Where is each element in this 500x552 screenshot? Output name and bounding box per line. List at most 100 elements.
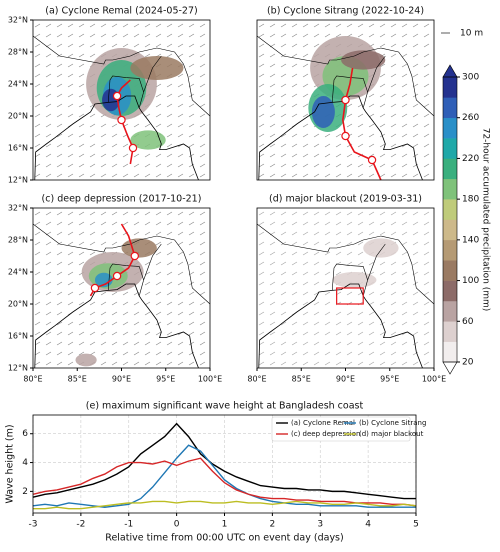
x-tick-label: 1 <box>222 520 228 530</box>
colorbar-tick-label: 180 <box>462 195 479 205</box>
colorbar-segment <box>443 219 457 241</box>
colorbar-segment <box>443 341 457 363</box>
map-frame <box>256 19 435 181</box>
map-panel: (b) Cyclone Sitrang (2022-10-24) <box>257 6 434 181</box>
y-tick-label: 2 <box>22 487 28 497</box>
colorbar-segment <box>443 97 457 119</box>
precipitation <box>332 272 377 288</box>
colorbar-segment <box>443 178 457 200</box>
map-panel: (d) major blackout (2019-03-31) 80°E 85°E 9… <box>247 194 446 384</box>
map-y-tick-label: 16°N <box>8 332 28 341</box>
x-tick-label: 5 <box>413 520 419 530</box>
map-title: (a) Cyclone Remal (2024-05-27) <box>45 6 197 17</box>
map-x-tick-label: 85°E <box>68 375 87 384</box>
map-title: (c) deep depression (2017-10-21) <box>42 194 202 205</box>
precipitation <box>130 56 184 80</box>
track-point <box>130 251 139 261</box>
y-axis-label: Wave height (m) <box>5 424 16 503</box>
track-point <box>117 115 126 125</box>
map-panel: (a) Cyclone Remal (2024-05-27) 12°N 16°N 20… <box>8 6 210 185</box>
legend-label: (b) Cyclone Sitrang <box>359 419 426 427</box>
map-x-tick-label: 100°E <box>198 375 222 384</box>
data-line <box>32 422 416 500</box>
map-x-tick-label: 95°E <box>380 375 399 384</box>
colorbar-segment <box>443 300 457 322</box>
map-content <box>33 208 210 368</box>
map-y-tick-label: 32°N <box>8 16 28 25</box>
x-tick-label: -3 <box>29 520 38 530</box>
legend-label: (d) major blackout <box>359 430 424 438</box>
map-y-tick-label: 32°N <box>8 204 28 213</box>
colorbar-segment <box>443 321 457 342</box>
colorbar-extend-max <box>442 64 458 78</box>
map-y-tick-label: 28°N <box>8 48 28 57</box>
x-tick-label: -1 <box>124 520 133 530</box>
map-y-tick-label: 24°N <box>8 80 28 89</box>
data-line <box>33 500 417 510</box>
track-point <box>128 143 138 153</box>
colorbar-tick-label: 300 <box>462 73 479 83</box>
precipitation <box>311 96 335 128</box>
colorbar-tick-label: 20 <box>462 358 474 368</box>
colorbar-tick-label: 140 <box>462 235 479 245</box>
map-x-tick-label: 85°E <box>292 375 311 384</box>
map-title: (d) major blackout (2019-03-31) <box>269 194 422 205</box>
legend-label: (c) deep depression <box>291 430 360 438</box>
colorbar-tick-label: 100 <box>462 276 479 286</box>
map-x-tick-label: 100°E <box>422 375 446 384</box>
plot-frame <box>32 414 417 514</box>
map-y-tick-label: 12°N <box>8 176 28 185</box>
map-x-tick-label: 95°E <box>156 375 175 384</box>
legend-box <box>271 416 411 442</box>
colorbar-extend-min <box>442 361 458 375</box>
map-y-tick-label: 24°N <box>8 268 28 277</box>
track-point <box>112 91 122 101</box>
track-point <box>112 271 122 281</box>
line-chart: 2 4 6 -3 -2 -1 0 1 2 3 4 5 (e) maximum significant w… <box>5 401 427 544</box>
map-y-tick-label: 20°N <box>8 300 28 309</box>
colorbar-segment <box>443 239 457 261</box>
colorbar-segment <box>443 158 457 180</box>
map-x-tick-label: 90°E <box>336 375 355 384</box>
map-panels: (a) Cyclone Remal (2024-05-27) 12°N 16°N 20… <box>8 6 483 384</box>
x-tick-label: -2 <box>76 520 85 530</box>
x-axis-label: Relative time from 00:00 UTC on event da… <box>105 533 343 544</box>
precipitation <box>130 130 166 150</box>
track-point <box>367 155 377 165</box>
precipitation <box>94 272 113 288</box>
colorbar-segment <box>443 117 457 139</box>
x-tick-label: 0 <box>174 520 180 530</box>
y-tick-label: 4 <box>22 458 28 468</box>
map-x-tick-label: 80°E <box>247 375 266 384</box>
colorbar-tick-label: 60 <box>462 317 474 327</box>
precipitation <box>121 238 157 258</box>
map-y-tick-label: 28°N <box>8 236 28 245</box>
colorbar-label: 72-hour accumulated precipitation (mm) <box>481 128 491 312</box>
map-panel: (c) deep depression (2017-10-21) 12°N 16°N… <box>8 194 222 384</box>
map-y-tick-label: 16°N <box>8 144 28 153</box>
map-x-tick-label: 90°E <box>112 375 131 384</box>
map-y-tick-label: 12°N <box>8 364 28 373</box>
legend-label: (a) Cyclone Remal <box>291 419 355 427</box>
y-tick-label: 6 <box>22 429 28 439</box>
x-tick-label: 2 <box>270 520 276 530</box>
x-tick-label: 4 <box>365 520 371 530</box>
precipitation <box>363 238 399 258</box>
colorbar: 20 60 100 140 180 220 260 300 72-hour accumulate… <box>442 64 491 375</box>
track-point <box>341 131 350 141</box>
map-x-tick-label: 80°E <box>23 375 42 384</box>
colorbar-segment <box>443 77 457 98</box>
precipitation <box>341 50 386 70</box>
data-line <box>32 457 417 507</box>
region-box <box>336 287 364 305</box>
colorbar-frame <box>442 76 458 363</box>
x-tick-label: 3 <box>317 520 323 530</box>
track-point <box>90 283 100 293</box>
precipitation <box>75 353 97 367</box>
colorbar-segment <box>443 138 457 159</box>
map-frame <box>32 19 211 181</box>
colorbar-segment <box>443 260 457 281</box>
map-title: (b) Cyclone Sitrang (2022-10-24) <box>267 6 424 17</box>
colorbar-segment <box>443 199 457 220</box>
